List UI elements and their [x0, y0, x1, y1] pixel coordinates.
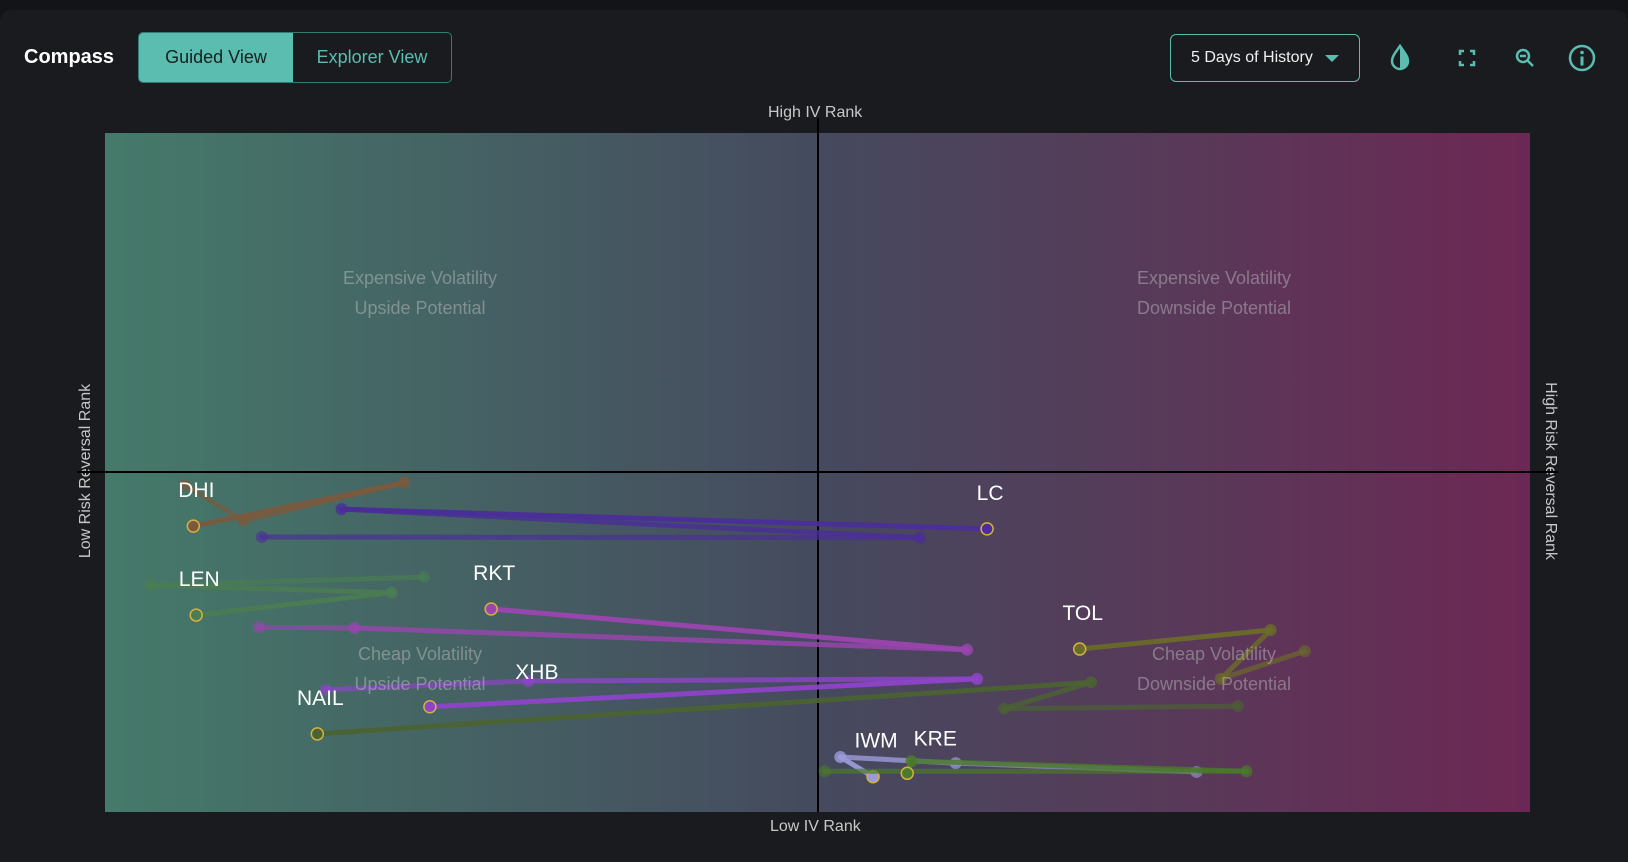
history-point[interactable]	[522, 674, 535, 687]
info-icon[interactable]	[1566, 42, 1598, 74]
history-point[interactable]	[418, 571, 431, 584]
history-point[interactable]	[1240, 765, 1253, 778]
series-nail[interactable]	[310, 676, 1244, 741]
quadrant-label-top-right: Expensive Volatility Downside Potential	[1136, 268, 1292, 318]
trail-segment	[339, 506, 990, 532]
trail-segment	[193, 590, 394, 618]
axis-label-low-iv: Low IV Rank	[770, 818, 861, 835]
trail-segment	[256, 624, 357, 631]
quadrant-label-bottom-right: Cheap Volatility Downside Potential	[1136, 644, 1292, 694]
history-point[interactable]	[398, 476, 411, 489]
trail-segment	[190, 480, 407, 529]
series-tol[interactable]	[1072, 624, 1311, 685]
trail-segment	[1001, 679, 1094, 712]
current-point[interactable]	[900, 766, 915, 781]
page-title: Compass	[24, 46, 115, 68]
current-point[interactable]	[189, 608, 203, 622]
history-point[interactable]	[237, 514, 250, 527]
trail-segment	[909, 758, 1249, 774]
series-rkt[interactable]	[252, 602, 974, 656]
history-point[interactable]	[255, 531, 268, 544]
history-point[interactable]	[335, 503, 348, 516]
history-point[interactable]	[144, 579, 157, 592]
trail-segment	[1077, 627, 1274, 652]
zoom-out-icon[interactable]	[1509, 42, 1541, 74]
trail-segment	[351, 625, 970, 653]
quadrant-label-bottom-left: Cheap Volatility Upside Potential	[354, 644, 486, 694]
trail-segment	[1218, 627, 1274, 682]
series-len[interactable]	[144, 571, 431, 622]
history-point[interactable]	[971, 672, 984, 685]
history-point[interactable]	[1085, 676, 1098, 689]
history-point[interactable]	[905, 755, 918, 768]
current-point[interactable]	[423, 700, 437, 714]
current-point[interactable]	[1072, 642, 1087, 656]
series-lc[interactable]	[255, 503, 994, 544]
trail-segment	[323, 678, 531, 693]
history-point[interactable]	[385, 586, 398, 599]
history-select-value: 5 Days of History	[1191, 49, 1313, 66]
view-toggle: Guided View Explorer View	[138, 32, 452, 83]
guided-view-tab[interactable]: Guided View	[139, 33, 293, 82]
history-select[interactable]: 5 Days of History	[1170, 34, 1360, 82]
axis-label-high-iv: High IV Rank	[768, 104, 863, 121]
history-point[interactable]	[319, 683, 332, 696]
series-xhb[interactable]	[319, 672, 984, 714]
history-point[interactable]	[252, 621, 265, 634]
trail-segment	[1001, 703, 1241, 712]
quadrant-label-top-left: Expensive Volatility Upside Potential	[342, 268, 498, 318]
trail-segment	[1218, 648, 1308, 682]
current-point[interactable]	[186, 519, 201, 533]
history-point[interactable]	[914, 531, 927, 544]
history-point[interactable]	[348, 621, 361, 634]
current-point[interactable]	[484, 602, 498, 616]
trail-segment	[525, 676, 980, 684]
history-point[interactable]	[818, 765, 831, 778]
history-point[interactable]	[961, 643, 974, 656]
trail-segment	[488, 606, 970, 653]
trail-segment	[259, 534, 923, 541]
trail-segment	[427, 676, 980, 710]
series-dhi[interactable]	[178, 476, 411, 533]
series-kre[interactable]	[818, 755, 1253, 781]
explorer-view-tab[interactable]: Explorer View	[316, 47, 428, 67]
history-point[interactable]	[1264, 624, 1277, 637]
history-point[interactable]	[1298, 645, 1311, 658]
history-point[interactable]	[1231, 700, 1244, 713]
chevron-down-icon	[1325, 55, 1339, 62]
history-point[interactable]	[998, 702, 1011, 715]
trail-segment	[148, 582, 394, 596]
current-point[interactable]	[310, 727, 325, 741]
trail-segment	[182, 482, 246, 524]
trail-segment	[314, 679, 1094, 737]
contrast-drop-icon[interactable]	[1384, 42, 1416, 74]
history-point[interactable]	[834, 751, 847, 764]
history-point[interactable]	[178, 478, 191, 491]
current-point[interactable]	[980, 522, 994, 536]
history-point[interactable]	[1214, 672, 1227, 685]
fullscreen-icon[interactable]	[1451, 42, 1483, 74]
trail-segment	[148, 574, 427, 588]
